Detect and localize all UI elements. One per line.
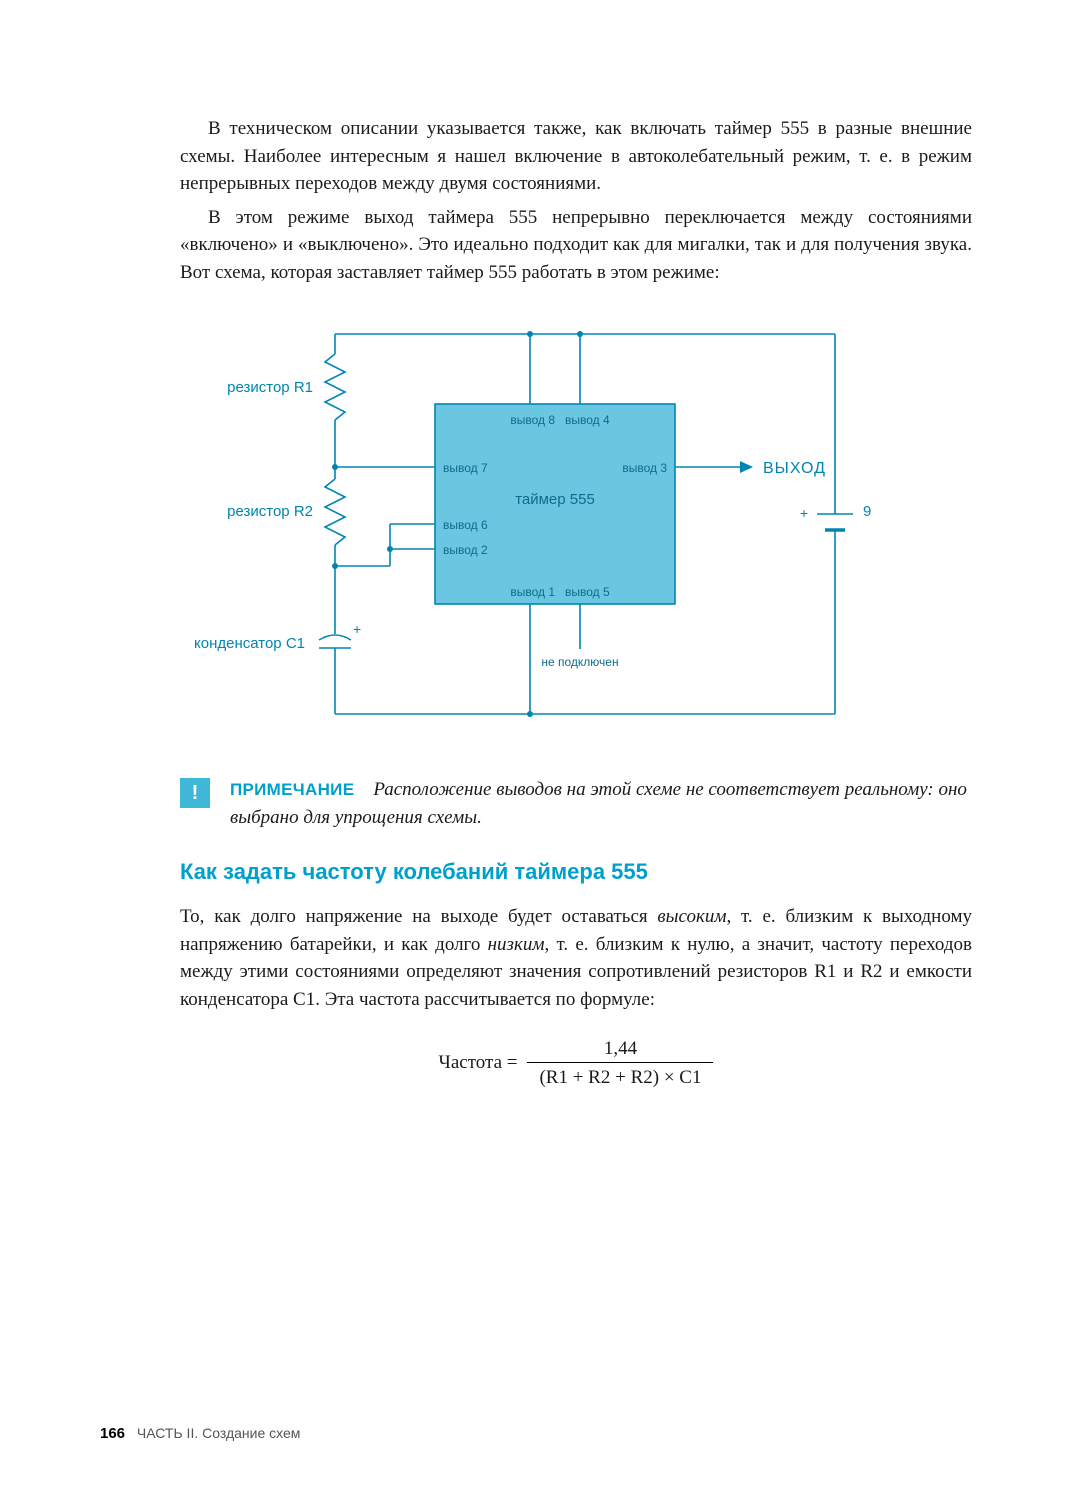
pin6-label: вывод 6 bbox=[443, 518, 488, 532]
timer-label: таймер 555 bbox=[515, 491, 595, 508]
formula-denominator: (R1 + R2 + R2) × C1 bbox=[527, 1063, 713, 1089]
pin3-label: вывод 3 bbox=[622, 461, 667, 475]
page-footer: 166 ЧАСТЬ II. Создание схем bbox=[100, 1425, 300, 1442]
formula: Частота = 1,44 (R1 + R2 + R2) × C1 bbox=[180, 1038, 972, 1089]
cap-top-plate-icon bbox=[319, 635, 351, 640]
circuit-diagram: таймер 555 вывод 8 вывод 4 вывод 7 вывод… bbox=[180, 314, 972, 744]
resistor-r1-icon bbox=[325, 354, 345, 420]
resistor-r2-icon bbox=[325, 479, 345, 545]
node-bottom-1 bbox=[527, 711, 533, 717]
battery-plus-sign: + bbox=[800, 505, 808, 521]
paragraph-1: В техническом описании указывается также… bbox=[180, 115, 972, 198]
battery-voltage: 9 В bbox=[863, 503, 875, 520]
c1-label: конденсатор C1 bbox=[194, 635, 305, 652]
node-top-1 bbox=[527, 331, 533, 337]
circuit-svg: таймер 555 вывод 8 вывод 4 вывод 7 вывод… bbox=[175, 314, 875, 744]
output-arrow-icon bbox=[740, 461, 753, 473]
exclamation-icon: ! bbox=[180, 778, 210, 808]
paragraph-3: То, как долго напряжение на выходе будет… bbox=[180, 903, 972, 1013]
r1-label: резистор R1 bbox=[227, 379, 313, 396]
section-heading: Как задать частоту колебаний таймера 555 bbox=[180, 859, 972, 885]
pin7-label: вывод 7 bbox=[443, 461, 488, 475]
formula-lhs: Частота = bbox=[439, 1052, 518, 1074]
node-top-2 bbox=[577, 331, 583, 337]
pin5-label: вывод 5 bbox=[565, 585, 610, 599]
pin8-label: вывод 8 bbox=[510, 413, 555, 427]
pin1-label: вывод 1 bbox=[510, 585, 555, 599]
output-label: ВЫХОД bbox=[763, 460, 826, 477]
note-label: ПРИМЕЧАНИЕ bbox=[230, 780, 354, 799]
paragraph-2: В этом режиме выход таймера 555 непрерыв… bbox=[180, 204, 972, 287]
pin4-label: вывод 4 bbox=[565, 413, 610, 427]
note-block: ! ПРИМЕЧАНИЕ Расположение выводов на это… bbox=[180, 776, 972, 831]
footer-section: ЧАСТЬ II. Создание схем bbox=[137, 1425, 300, 1441]
pin2-label: вывод 2 bbox=[443, 543, 488, 557]
page-number: 166 bbox=[100, 1425, 125, 1442]
formula-numerator: 1,44 bbox=[592, 1038, 649, 1062]
cap-plus-sign: + bbox=[353, 621, 361, 637]
node-pin2 bbox=[387, 546, 393, 552]
not-connected-label: не подключен bbox=[541, 655, 618, 669]
r2-label: резистор R2 bbox=[227, 503, 313, 520]
